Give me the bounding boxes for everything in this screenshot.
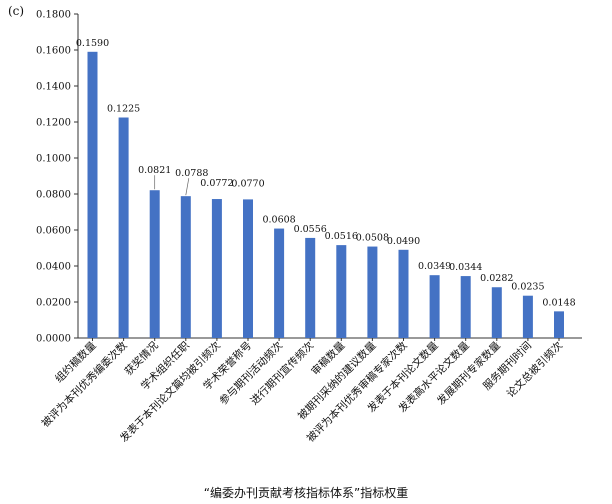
bar-value-label: 0.0148	[542, 297, 575, 308]
bar-value-label: 0.0235	[511, 282, 544, 293]
bar-value-label: 0.0508	[356, 233, 389, 244]
bar	[243, 199, 253, 338]
bar	[118, 117, 129, 338]
bar-value-label: 0.0490	[387, 236, 420, 247]
y-tick-label: 0.0000	[36, 334, 71, 345]
bar	[274, 228, 285, 338]
bar-value-label: 0.0349	[418, 261, 451, 272]
bar-value-label: 0.0344	[449, 262, 482, 273]
y-tick-label: 0.0800	[36, 190, 71, 201]
bar	[522, 295, 533, 338]
bar	[367, 246, 378, 338]
bar-value-label: 0.0608	[262, 215, 295, 226]
panel-label: (c)	[8, 4, 25, 18]
bar	[305, 237, 316, 338]
y-tick-label: 0.0600	[36, 226, 71, 237]
y-tick-label: 0.1600	[36, 46, 71, 57]
bar	[491, 287, 502, 338]
chart-caption: “编委办刊贡献考核指标体系”指标权重	[203, 486, 409, 500]
y-tick-label: 0.1200	[36, 118, 71, 129]
bar	[429, 275, 440, 338]
bar-value-label: 0.0770	[231, 178, 264, 189]
bar	[211, 199, 222, 338]
bar-value-label: 0.0821	[138, 165, 171, 176]
bar-value-label: 0.0556	[294, 224, 327, 235]
y-tick-label: 0.1400	[36, 82, 71, 93]
bar-value-label: 0.0788	[175, 168, 208, 179]
bar-value-label: 0.1590	[76, 38, 109, 49]
label-leader-line	[185, 178, 190, 196]
bar	[398, 249, 409, 338]
x-category-label: 论文总被引频次	[504, 339, 566, 401]
bar	[180, 196, 191, 338]
bar	[460, 276, 471, 338]
y-tick-label: 0.1800	[36, 10, 71, 21]
bar-value-label: 0.0772	[200, 178, 233, 189]
bar	[554, 311, 564, 338]
bar-value-label: 0.1225	[107, 104, 140, 115]
bar	[87, 51, 98, 339]
bar-value-label: 0.0282	[480, 273, 513, 284]
y-tick-label: 0.0200	[36, 298, 71, 309]
bar-value-label: 0.0516	[325, 231, 358, 242]
y-tick-label: 0.0400	[36, 262, 71, 273]
bar	[149, 190, 160, 338]
y-tick-label: 0.1000	[36, 154, 71, 165]
bar	[336, 245, 347, 338]
bar-chart: 0.0000 0.0200 0.0400 0.0600 0.0800 0.1000 0.12…	[36, 10, 582, 445]
